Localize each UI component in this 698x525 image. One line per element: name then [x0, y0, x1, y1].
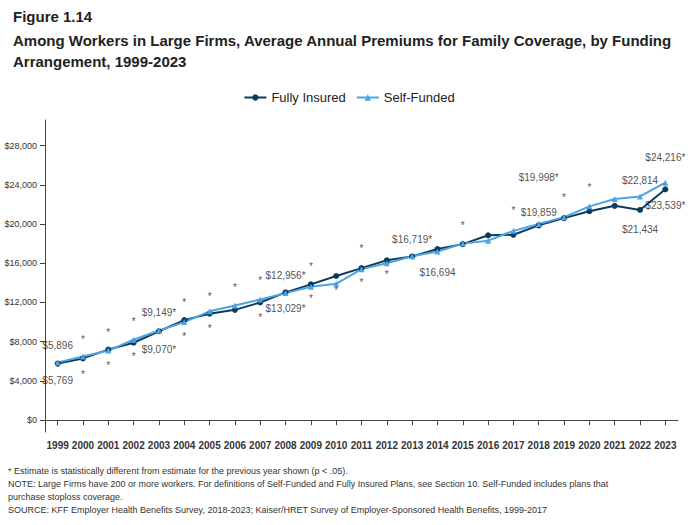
svg-text:$20,000: $20,000 [4, 219, 37, 229]
svg-text:2002: 2002 [122, 440, 145, 451]
svg-text:*: * [182, 331, 186, 342]
svg-text:2016: 2016 [477, 440, 500, 451]
svg-text:$16,719*: $16,719* [392, 234, 432, 245]
svg-text:Figure 1.14: Figure 1.14 [13, 8, 93, 25]
svg-text:2010: 2010 [325, 440, 348, 451]
svg-text:*: * [461, 220, 465, 231]
svg-text:*: * [182, 297, 186, 308]
svg-text:Among Workers in Large Firms,: Among Workers in Large Firms, Average An… [13, 32, 671, 49]
svg-text:$9,070*: $9,070* [142, 344, 177, 355]
svg-text:*: * [309, 261, 313, 272]
svg-text:*: * [208, 291, 212, 302]
svg-text:2018: 2018 [528, 440, 551, 451]
svg-text:2022: 2022 [629, 440, 652, 451]
svg-text:$24,000: $24,000 [4, 180, 37, 190]
svg-text:$8,000: $8,000 [9, 337, 37, 347]
svg-text:* Estimate is statistically di: * Estimate is statistically different fr… [8, 466, 348, 476]
svg-text:SOURCE: KFF Employer Health Be: SOURCE: KFF Employer Health Benefits Sur… [8, 505, 547, 515]
svg-text:*: * [233, 282, 237, 293]
svg-text:$4,000: $4,000 [9, 376, 37, 386]
svg-text:$0: $0 [27, 415, 37, 425]
svg-text:$28,000: $28,000 [4, 141, 37, 151]
svg-text:2015: 2015 [452, 440, 475, 451]
svg-text:*: * [360, 277, 364, 288]
svg-text:*: * [258, 275, 262, 286]
svg-text:$13,029*: $13,029* [266, 303, 306, 314]
svg-text:$23,539*: $23,539* [645, 200, 685, 211]
svg-text:*: * [81, 334, 85, 345]
svg-text:*: * [360, 243, 364, 254]
svg-text:2012: 2012 [376, 440, 399, 451]
svg-text:$9,149*: $9,149* [142, 307, 177, 318]
svg-text:2019: 2019 [553, 440, 576, 451]
svg-text:2020: 2020 [578, 440, 601, 451]
svg-text:*: * [132, 316, 136, 327]
svg-text:$19,859: $19,859 [521, 207, 558, 218]
svg-text:*: * [562, 192, 566, 203]
svg-text:$24,216*: $24,216* [645, 152, 685, 163]
svg-text:$16,694: $16,694 [419, 267, 456, 278]
svg-text:*: * [334, 285, 338, 296]
svg-text:$22,814: $22,814 [622, 175, 659, 186]
svg-text:*: * [106, 327, 110, 338]
svg-text:2021: 2021 [604, 440, 627, 451]
svg-text:*: * [258, 312, 262, 323]
svg-text:2013: 2013 [401, 440, 424, 451]
svg-text:*: * [132, 351, 136, 362]
svg-text:2007: 2007 [249, 440, 272, 451]
svg-text:1999: 1999 [47, 440, 70, 451]
svg-text:*: * [587, 182, 591, 193]
svg-text:$12,000: $12,000 [4, 297, 37, 307]
svg-text:purchase stoploss coverage.: purchase stoploss coverage. [8, 492, 123, 502]
svg-text:*: * [385, 269, 389, 280]
svg-text:$21,434: $21,434 [622, 224, 659, 235]
svg-text:*: * [208, 323, 212, 334]
svg-text:2017: 2017 [502, 440, 525, 451]
svg-text:2011: 2011 [351, 440, 373, 451]
svg-text:2008: 2008 [274, 440, 297, 451]
svg-text:2006: 2006 [224, 440, 247, 451]
svg-text:2001: 2001 [97, 440, 120, 451]
svg-text:Fully Insured: Fully Insured [271, 90, 345, 105]
svg-text:$16,000: $16,000 [4, 258, 37, 268]
svg-text:$12,956*: $12,956* [266, 270, 306, 281]
svg-text:2004: 2004 [173, 440, 196, 451]
svg-text:*: * [309, 293, 313, 304]
svg-text:2014: 2014 [426, 440, 449, 451]
svg-text:$5,769: $5,769 [42, 375, 73, 386]
svg-text:*: * [511, 205, 515, 216]
svg-text:$19,998*: $19,998* [519, 172, 559, 183]
svg-text:2023: 2023 [654, 440, 677, 451]
svg-text:2005: 2005 [198, 440, 221, 451]
svg-text:NOTE: Large Firms have 200 or: NOTE: Large Firms have 200 or more worke… [8, 479, 609, 489]
svg-text:2000: 2000 [72, 440, 95, 451]
svg-text:2009: 2009 [300, 440, 323, 451]
svg-text:2003: 2003 [148, 440, 171, 451]
svg-text:Arrangement, 1999-2023: Arrangement, 1999-2023 [13, 53, 186, 70]
svg-text:*: * [106, 360, 110, 371]
svg-text:Self-Funded: Self-Funded [384, 90, 455, 105]
svg-text:$5,896: $5,896 [42, 340, 73, 351]
svg-text:*: * [81, 369, 85, 380]
